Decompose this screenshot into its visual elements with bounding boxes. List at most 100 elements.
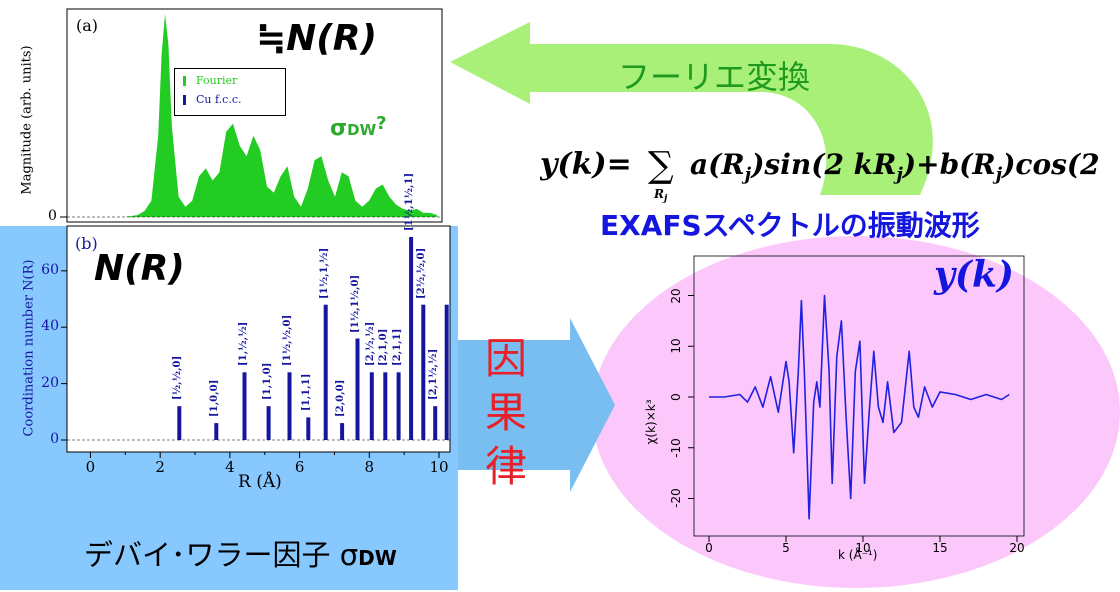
- bar-14: [433, 406, 438, 440]
- bar-label-9: [2,½,½]: [364, 322, 376, 367]
- panel-b-xtick-label-3: 6: [294, 458, 305, 476]
- panel-b-xtick-label-0: 0: [85, 458, 96, 476]
- bar-4: [287, 372, 292, 440]
- panel-b-ytick-label-3: 60: [41, 261, 59, 278]
- bar-12: [409, 237, 414, 440]
- panel-c-xtick-label-2: 10: [855, 541, 871, 555]
- panel-b-title: N(R): [94, 248, 185, 289]
- bar-13: [421, 304, 426, 440]
- panel-b-xtick-label-1: 2: [155, 458, 165, 476]
- bar-2: [242, 372, 247, 440]
- bar-label-2: [1,½,½]: [237, 322, 249, 367]
- bar-label-3: [1,1,0]: [261, 362, 273, 401]
- legend-cu-label: Cu f.c.c.: [196, 93, 242, 106]
- panel-a-title: ≒N(R): [256, 18, 377, 59]
- bar-label-10: [2,1,0]: [378, 329, 390, 367]
- panel-b-label: (b): [75, 234, 98, 253]
- panel-b-xtick-label-5: 10: [429, 458, 449, 476]
- panel-c-xlabel: k (Å⁻¹): [838, 548, 878, 562]
- causal-arrow: [458, 318, 615, 492]
- bar-label-11: [2,1,1]: [391, 329, 403, 367]
- panel-c-background: [592, 236, 1120, 588]
- panel-c-plot: [709, 294, 1010, 520]
- bar-label-8: [1½,1½,0]: [350, 274, 362, 333]
- panel-a-ylabel: Magnitude (arb. units): [19, 45, 35, 195]
- debye-sub: DW: [358, 546, 397, 570]
- panel-b-xtick-label-4: 8: [364, 458, 375, 476]
- panel-b-ytick-label-0: 0: [50, 431, 59, 447]
- panel-c-ytick-label-4: 20: [669, 287, 683, 304]
- legend-fourier: Fourier: [183, 74, 237, 87]
- panel-a-legend: Fourier Cu f.c.c.: [174, 68, 286, 116]
- fourier-transform-label: フーリエ変換: [618, 58, 811, 96]
- panel-c-ytick-label-0: -20: [669, 488, 683, 509]
- sigma-symbol: σ: [330, 116, 348, 141]
- debye-waller-label: デバイ･ワラー因子 σDW: [84, 532, 397, 574]
- formula-rhs: a(Rj)sin(2 kRj)+b(Rj)cos(2 kRj): [690, 148, 1110, 185]
- bar-6: [323, 304, 328, 440]
- panel-a-plot: [90, 14, 437, 217]
- exafs-line-series: [709, 294, 1010, 520]
- bar-3: [266, 406, 271, 440]
- bar-11: [396, 372, 401, 440]
- panel-c-frame: [693, 255, 1025, 537]
- panel-c-xtick-label-4: 20: [1009, 541, 1025, 555]
- bar-1: [214, 423, 219, 440]
- panel-a-sigma: σDW?: [330, 113, 387, 141]
- formula-lhs: y(k)=: [540, 147, 632, 182]
- debye-text: デバイ･ワラー因子 σ: [84, 538, 359, 572]
- panel-a-ytick-label: 0: [48, 208, 57, 224]
- panel-c-xtick-label-3: 15: [932, 541, 948, 555]
- approx-symbol: ≒: [256, 18, 287, 59]
- causality-label: 因 果 律: [482, 332, 530, 494]
- bar-9: [369, 372, 374, 440]
- bar-15: [444, 304, 449, 440]
- panel-a-title-expr: N(R): [286, 18, 377, 59]
- panel-c-ytick-label-2: 0: [669, 393, 683, 401]
- formula: y(k)= ∑ Rj a(Rj)sin(2 kRj)+b(Rj)cos(2 kR…: [540, 145, 1110, 204]
- bar-label-7: [2,0,0]: [335, 379, 347, 418]
- causal-char-2: 果: [484, 388, 527, 437]
- panel-c-ylabel: χ(k)×k³: [644, 399, 658, 445]
- panel-b-ytick-label-2: 40: [41, 318, 59, 335]
- panel-c-xtick-label-0: 0: [705, 541, 713, 555]
- panel-c-axes: [688, 255, 1025, 542]
- panel-c-xtick-label-1: 5: [782, 541, 790, 555]
- causal-char-1: 因: [484, 334, 527, 383]
- legend-cu: Cu f.c.c.: [183, 93, 242, 106]
- bar-label-13: [2½,½,0]: [416, 247, 428, 299]
- panel-c-ytick-label-1: -10: [669, 437, 683, 458]
- bar-5: [306, 417, 311, 440]
- panel-b-ylabel: Coordination number N(R): [21, 259, 37, 437]
- fourier-area-series: [90, 14, 437, 217]
- panel-c-ytick-label-3: 10: [669, 338, 683, 354]
- panel-c-title: y(k): [934, 254, 1014, 296]
- bar-label-0: [½,½,0]: [172, 355, 184, 401]
- bar-label-4: [1½,½,0]: [282, 315, 294, 367]
- bar-label-6: [1½,1,½]: [318, 247, 330, 299]
- bar-label-12: [1½,1½,1]: [404, 172, 416, 231]
- panel-b-xtick-label-2: 4: [225, 458, 235, 476]
- formula-sum-sub: Rj: [653, 187, 668, 204]
- bar-label-14: [2,1½,½]: [428, 348, 440, 401]
- formula-sum: ∑: [648, 145, 674, 186]
- panel-a-label: (a): [76, 16, 99, 35]
- sigma-question: ?: [376, 113, 387, 134]
- causal-char-3: 律: [484, 442, 527, 491]
- panel-b-axes: [61, 270, 450, 458]
- exafs-title: EXAFSスペクトルの振動波形: [600, 209, 980, 242]
- bar-0: [177, 406, 182, 440]
- bar-10: [383, 372, 388, 440]
- panel-b-ytick-label-1: 20: [41, 374, 59, 391]
- panel-b-plot: [177, 237, 449, 440]
- sigma-sub: DW: [347, 121, 377, 139]
- bar-label-5: [1,1,1]: [301, 374, 313, 412]
- fourier-arrow: [450, 22, 933, 195]
- panel-b-xlabel: R (Å): [238, 472, 282, 492]
- legend-fourier-label: Fourier: [196, 74, 238, 87]
- bar-7: [340, 423, 345, 440]
- bar-8: [355, 338, 360, 440]
- bar-label-1: [1,0,0]: [209, 379, 221, 418]
